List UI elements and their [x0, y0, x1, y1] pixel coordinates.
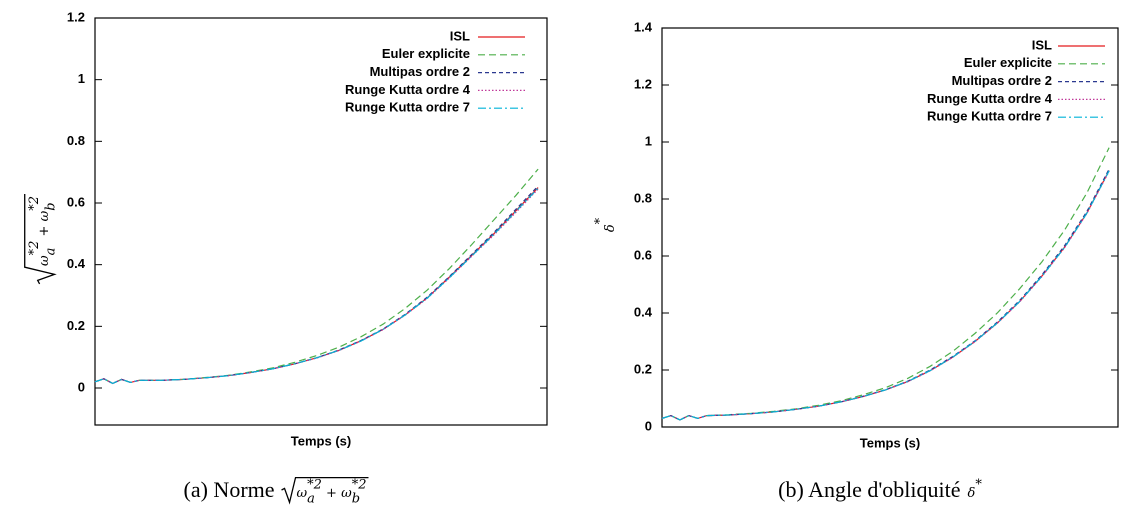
y-tick-label: 0.2 [67, 318, 85, 333]
math-base: δ [968, 486, 976, 501]
series-line [661, 171, 1110, 421]
y-tick-label: 1.4 [634, 19, 653, 34]
y-tick-label: 1 [78, 71, 85, 86]
legend-label: ISL [1032, 37, 1052, 52]
y-tick-label: 1.2 [634, 76, 652, 91]
x-axis-label: Temps (s) [860, 435, 920, 450]
x-axis-label: Temps (s) [291, 433, 351, 448]
radical [281, 476, 369, 505]
math-sup: * [593, 217, 608, 224]
math-sub: a [307, 492, 315, 507]
y-tick-label: 0.8 [67, 133, 85, 148]
math-sup: *2 [27, 241, 42, 256]
legend-label: Euler explicite [964, 55, 1052, 70]
legend-label: Runge Kutta ordre 4 [927, 91, 1053, 106]
legend-label: Multipas ordre 2 [370, 64, 470, 79]
series-line [94, 168, 539, 385]
math-base: ω [37, 255, 52, 266]
math-base: ω [37, 210, 52, 221]
math-sub: b [352, 492, 360, 507]
y-tick-label: 0.6 [634, 247, 652, 262]
legend-label: Runge Kutta ordre 7 [927, 109, 1052, 124]
math-base: + [322, 486, 341, 501]
math-base: ω [297, 486, 308, 501]
math-sub: b [44, 202, 59, 210]
plot-frame [661, 27, 1119, 428]
y-tick-label: 1 [645, 133, 652, 148]
caption: (b) Angle d'obliquité δ* [778, 477, 982, 502]
legend-label: Runge Kutta ordre 4 [345, 82, 471, 97]
y-tick-label: 0.6 [67, 194, 85, 209]
y-tick-label: 0 [78, 379, 85, 394]
y-tick-label: 0.8 [634, 190, 652, 205]
y-tick-label: 0.4 [634, 304, 653, 319]
y-axis-label: δ* [593, 217, 618, 232]
y-tick-label: 1.2 [67, 9, 85, 24]
legend-label: ISL [450, 28, 470, 43]
legend-label: Euler explicite [382, 46, 470, 61]
math-sub: a [44, 248, 59, 256]
series-line [661, 170, 1110, 421]
math-sup: * [975, 478, 982, 493]
radical [24, 194, 57, 285]
series-line [94, 187, 539, 385]
caption-text: (b) Angle d'obliquité [778, 477, 960, 502]
series-line [661, 147, 1110, 421]
series-line [94, 187, 539, 385]
y-tick-label: 0.4 [67, 256, 86, 271]
series-line [661, 170, 1110, 421]
math-sup: *2 [27, 196, 42, 211]
caption: (a) Norme ω*2a + ω*2b [184, 476, 369, 507]
y-tick-label: 0.2 [634, 361, 652, 376]
legend-label: Runge Kutta ordre 7 [345, 100, 470, 115]
legend-label: Multipas ordre 2 [952, 73, 1052, 88]
plot-frame [94, 17, 548, 426]
series-line [94, 188, 539, 385]
math-base: + [37, 221, 52, 240]
math-base: δ [603, 224, 618, 232]
caption-text: (a) Norme [184, 477, 275, 502]
series-line [661, 168, 1110, 421]
math-sup: *2 [307, 478, 322, 493]
math-sup: *2 [352, 478, 367, 493]
y-tick-label: 0 [645, 418, 652, 433]
series-line [94, 185, 539, 385]
math-base: ω [341, 486, 352, 501]
y-axis-label: ω*2 a + ω*2 b [24, 194, 59, 285]
